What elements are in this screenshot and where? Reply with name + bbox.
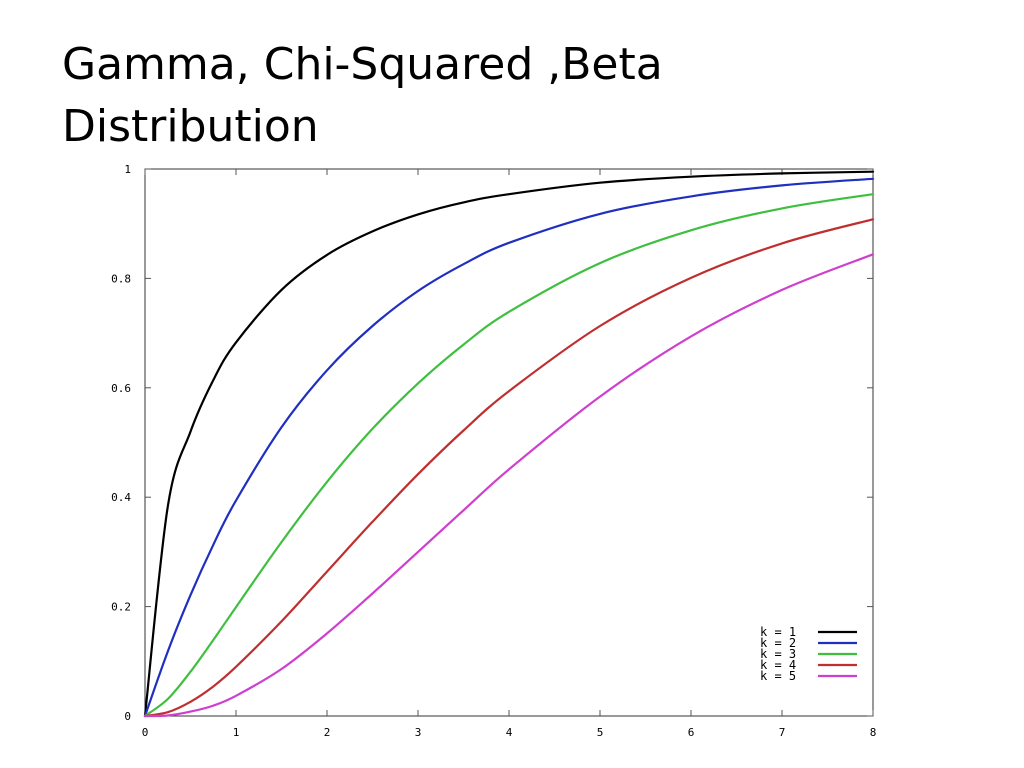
series-line-k3 — [143, 193, 875, 718]
x-tick-label: 8 — [870, 726, 877, 739]
legend-label-k2: k = 2 — [760, 636, 796, 650]
x-tick-label: 1 — [233, 726, 240, 739]
y-tick-label: 0.4 — [111, 491, 131, 504]
legend-label-k1: k = 1 — [760, 625, 796, 639]
x-tick-label: 5 — [597, 726, 604, 739]
series-line-k2 — [143, 177, 875, 718]
legend-label-k4: k = 4 — [760, 658, 796, 672]
y-tick-label: 1 — [124, 163, 131, 176]
series-line-k1 — [143, 170, 875, 718]
chart-axes: 0 1 2 3 4 5 6 7 8 0 0.2 0.4 0.6 0.8 1 — [111, 163, 876, 739]
y-tick-label: 0 — [124, 710, 131, 723]
x-tick-label: 2 — [324, 726, 331, 739]
series-line-k5 — [143, 253, 875, 718]
y-tick-label: 0.8 — [111, 272, 131, 285]
series-line-k4 — [143, 218, 875, 718]
y-tick-label: 0.2 — [111, 601, 131, 614]
chart-legend: k = 1k = 2k = 3k = 4k = 5 — [760, 625, 857, 683]
y-tick-label: 0.6 — [111, 382, 131, 395]
x-tick-label: 0 — [142, 726, 149, 739]
x-tick-label: 3 — [415, 726, 422, 739]
slide-title-line-2: Distribution — [62, 101, 319, 152]
chart-series-group — [143, 170, 875, 718]
x-tick-label: 7 — [779, 726, 786, 739]
legend-label-k5: k = 5 — [760, 669, 796, 683]
slide-title: Gamma, Chi-Squared ,Beta Distribution — [62, 34, 962, 158]
legend-label-k3: k = 3 — [760, 647, 796, 661]
slide-title-line-1: Gamma, Chi-Squared ,Beta — [62, 39, 663, 90]
x-tick-label: 4 — [506, 726, 513, 739]
x-tick-label: 6 — [688, 726, 695, 739]
